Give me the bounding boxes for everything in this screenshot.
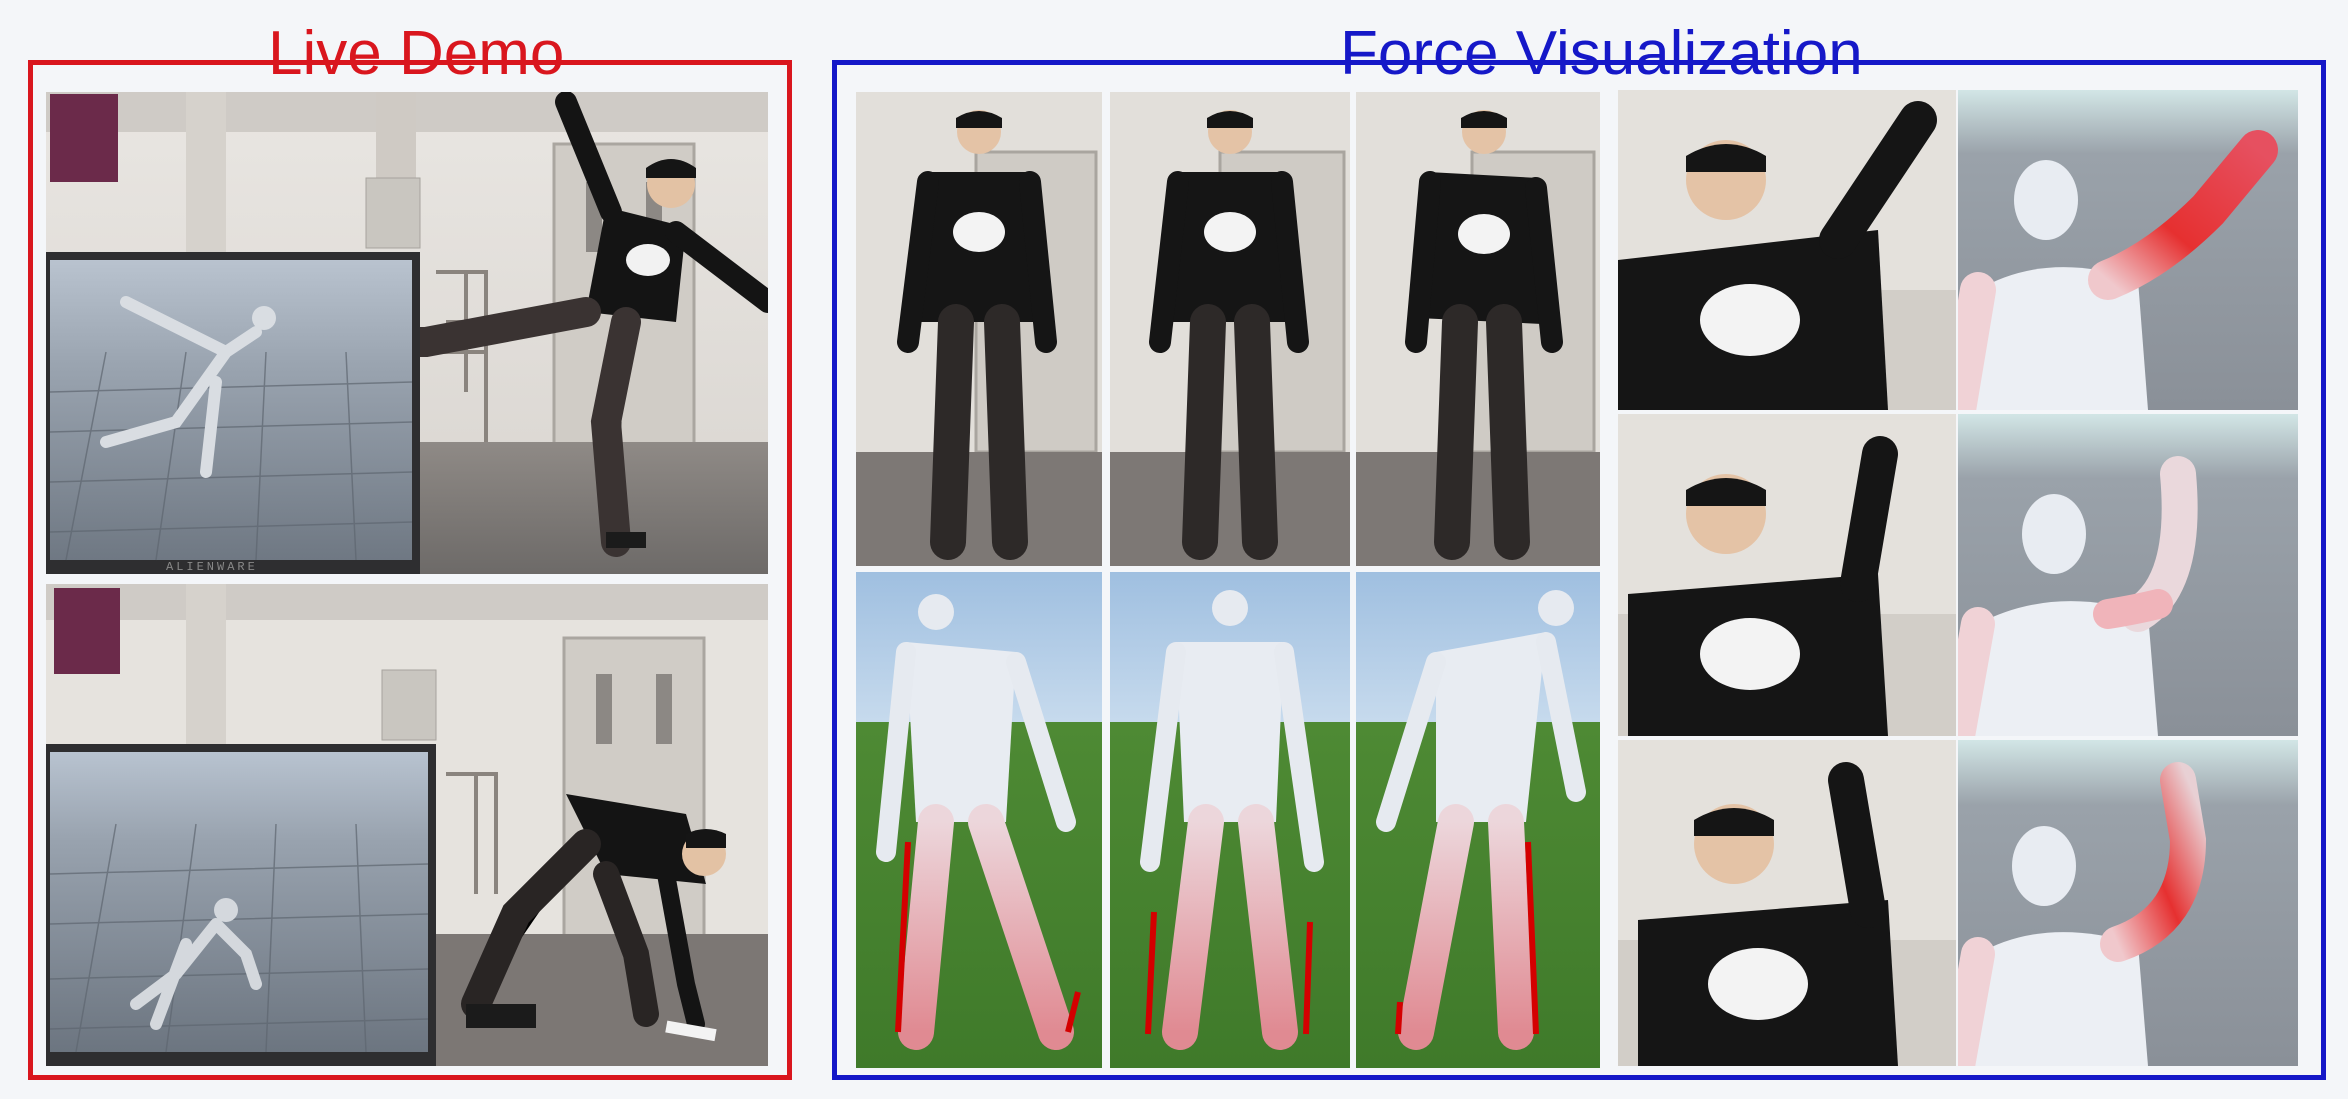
waving-photo-3	[1618, 740, 1956, 1066]
standing-photo-1	[856, 92, 1102, 566]
live-demo-photo-crouch	[46, 584, 768, 1066]
waving-photo-2	[1618, 414, 1956, 736]
avatar-force-render-3	[1356, 572, 1600, 1068]
monitor-brand-text: ALIENWARE	[166, 560, 258, 574]
force-visualization-panel	[832, 60, 2326, 1080]
live-demo-panel	[28, 60, 792, 1080]
force-visualization-title: Force Visualization	[1318, 16, 1885, 92]
avatar-force-render-1	[856, 572, 1102, 1068]
upper-body-force-render-2	[1958, 414, 2298, 736]
waving-photo-1	[1618, 90, 1956, 410]
avatar-force-render-2	[1110, 572, 1350, 1068]
standing-photo-2	[1110, 92, 1350, 566]
upper-body-force-render-1	[1958, 90, 2298, 410]
upper-body-force-render-3	[1958, 740, 2298, 1066]
live-demo-photo-balance: ALIENWARE	[46, 92, 768, 574]
live-demo-title: Live Demo	[246, 16, 587, 92]
standing-photo-3	[1356, 92, 1600, 566]
